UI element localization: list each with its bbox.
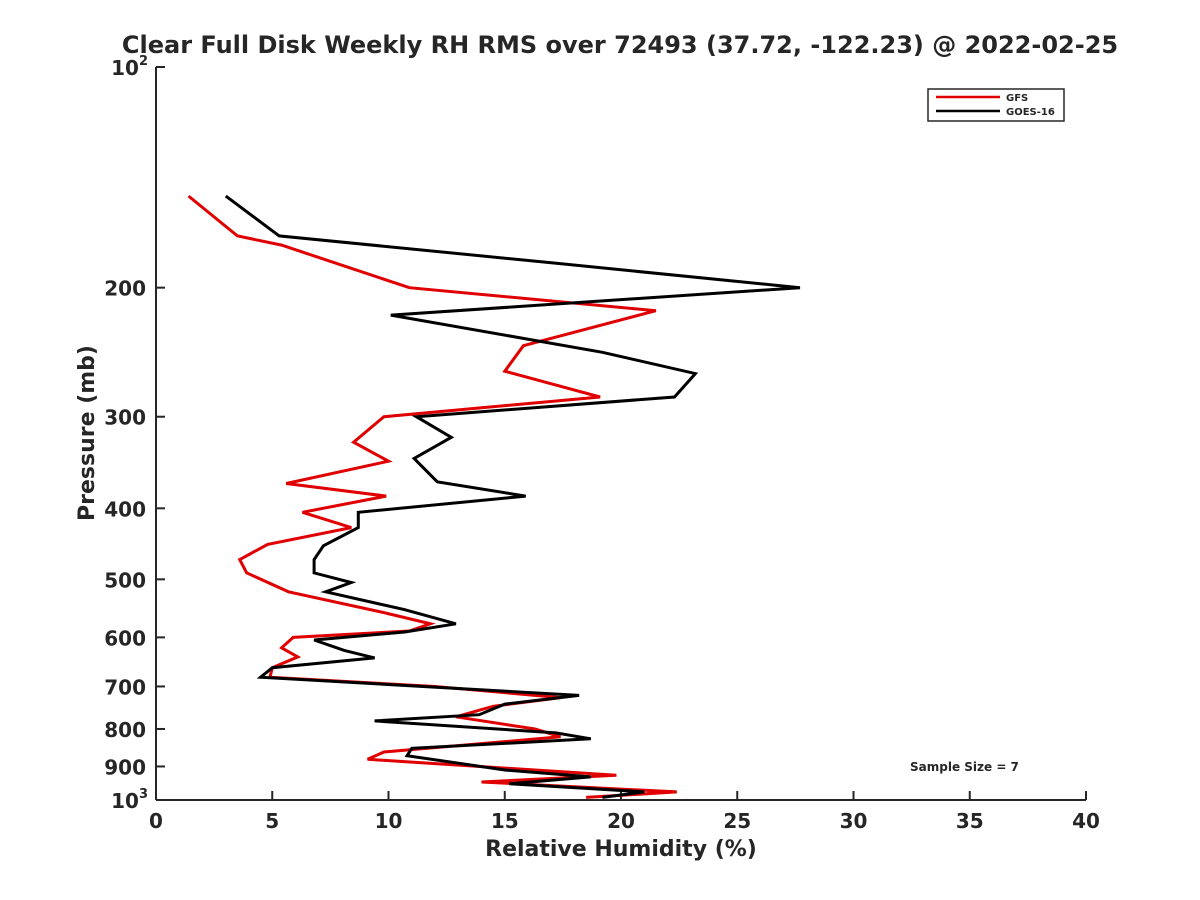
series-line-gfs xyxy=(187,194,677,799)
x-axis-ticks: 0 5 10 15 20 25 30 35 40 xyxy=(149,791,1100,833)
plot-area: 102 200 300 400 500 600 700 800 900 103 0 5 10 15 20 2… xyxy=(104,54,1100,833)
series-line-goes-16 xyxy=(224,194,801,799)
x-tick-label: 40 xyxy=(1072,809,1100,833)
x-tick-label: 0 xyxy=(149,809,163,833)
legend-label: GFS xyxy=(1006,93,1028,104)
legend-label: GOES-16 xyxy=(1006,107,1055,118)
y-tick-exponent: 3 xyxy=(139,787,148,802)
y-axis-label: Pressure (mb) xyxy=(75,345,100,521)
x-tick-label: 20 xyxy=(607,809,635,833)
chart-title: Clear Full Disk Weekly RH RMS over 72493… xyxy=(122,31,1118,59)
y-axis-ticks: 102 200 300 400 500 600 700 800 900 103 xyxy=(104,54,165,813)
x-tick-label: 35 xyxy=(956,809,984,833)
x-axis-label: Relative Humidity (%) xyxy=(485,837,757,862)
y-tick-label: 700 xyxy=(104,675,146,699)
y-tick-label: 400 xyxy=(104,497,146,521)
y-tick-label: 103 xyxy=(111,787,148,813)
legend-box xyxy=(927,88,1065,122)
x-tick-label: 30 xyxy=(840,809,868,833)
y-tick-label: 900 xyxy=(104,755,146,779)
y-tick-label: 500 xyxy=(104,568,146,592)
series-group xyxy=(187,194,801,799)
y-tick-label: 102 xyxy=(111,54,148,80)
x-tick-label: 15 xyxy=(491,809,519,833)
y-tick-exponent: 2 xyxy=(139,54,148,69)
y-tick-label: 300 xyxy=(104,406,146,430)
sample-size-annotation: Sample Size = 7 xyxy=(910,760,1019,774)
y-tick-label: 200 xyxy=(104,277,146,301)
x-tick-label: 5 xyxy=(265,809,279,833)
legend: GFS GOES-16 xyxy=(927,88,1065,122)
y-tick-label: 800 xyxy=(104,718,146,742)
x-tick-label: 10 xyxy=(375,809,403,833)
x-tick-label: 25 xyxy=(723,809,751,833)
y-tick-label: 600 xyxy=(104,626,146,650)
